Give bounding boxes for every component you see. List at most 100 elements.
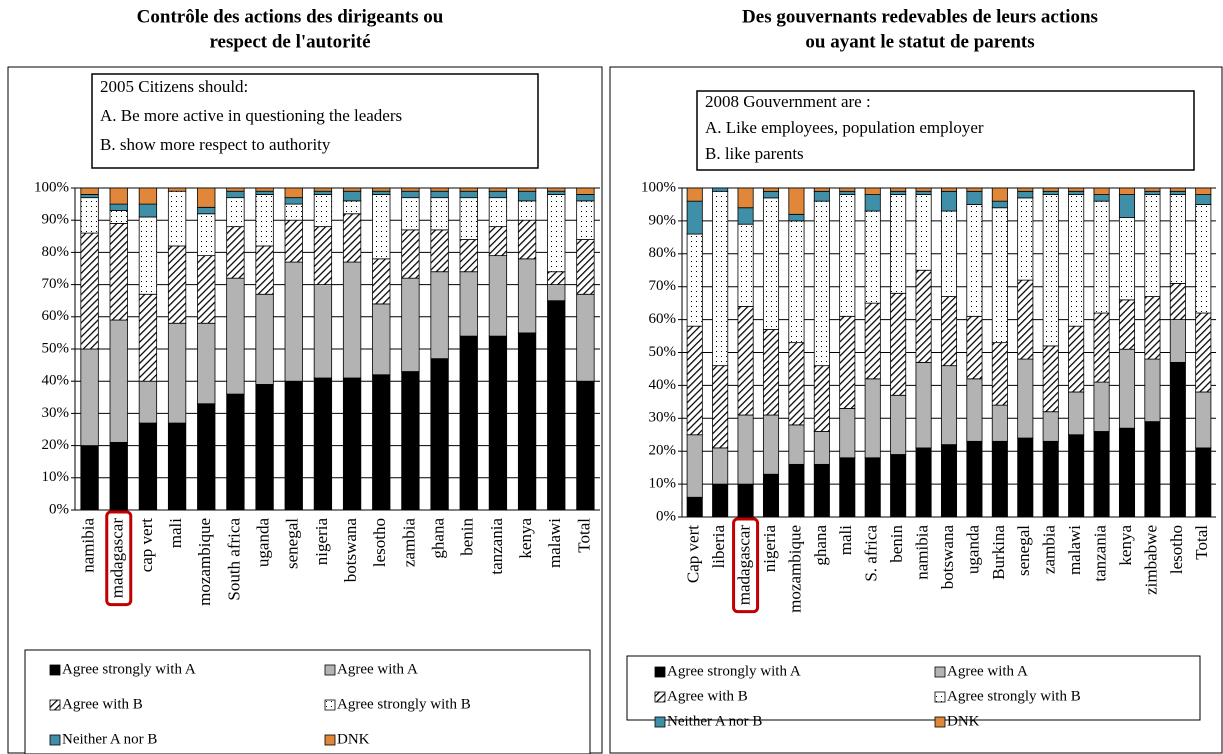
legend-label: DNK: [337, 731, 370, 747]
bar-segment: [1144, 296, 1161, 360]
bar-segment: [576, 293, 595, 382]
legend-swatch: [49, 699, 61, 711]
bar-segment: [459, 335, 478, 511]
y-tick-label: 30%: [649, 410, 677, 426]
bar-segment: [342, 213, 362, 263]
annotation-box: [91, 73, 539, 169]
bar-segment: [940, 210, 958, 297]
bar-segment: [1017, 279, 1034, 360]
bar-segment: [138, 380, 158, 424]
bar-segment: [1068, 190, 1085, 195]
bar-segment: [1093, 187, 1110, 195]
bar-segment: [1195, 194, 1212, 205]
x-tick-label: kenya: [516, 518, 535, 559]
bar-segment: [401, 229, 420, 279]
bar-segment: [686, 233, 703, 327]
bar-segment: [488, 197, 508, 228]
bar-segment: [1042, 440, 1059, 518]
bar-segment: [430, 187, 449, 192]
bar-segment: [342, 187, 362, 192]
legend-swatch: [324, 664, 336, 676]
bar-segment: [737, 223, 754, 307]
bar-segment: [839, 190, 856, 195]
bar-segment: [284, 219, 303, 263]
bar-segment: [226, 393, 245, 511]
bar-segment: [712, 190, 729, 367]
bar-segment: [459, 187, 478, 192]
bar-segment: [226, 277, 245, 395]
x-tick-label: lesotho: [370, 518, 389, 567]
bar-segment: [459, 190, 478, 199]
bar-segment: [839, 187, 856, 192]
bar-segment: [1195, 204, 1212, 314]
bar-segment: [737, 187, 754, 209]
bar-segment: [686, 496, 703, 518]
bar-segment: [547, 190, 566, 195]
bar-segment: [138, 203, 158, 218]
bar-segment: [1169, 194, 1186, 284]
bar-segment: [864, 210, 881, 304]
bar-segment: [430, 197, 449, 231]
legend-swatch: [654, 666, 666, 678]
bar-segment: [313, 190, 333, 195]
bar-segment: [342, 261, 362, 379]
bar-segment: [864, 302, 881, 380]
bar-segment: [890, 190, 907, 195]
y-tick-label: 40%: [649, 377, 677, 393]
bar-segment: [342, 200, 362, 215]
highlight-box: [732, 517, 760, 614]
bar-segment: [890, 187, 907, 192]
bar-segment: [864, 187, 881, 195]
bar-segment: [1144, 190, 1161, 195]
chart-title: Contrôle des actions des dirigeants ou: [137, 6, 444, 27]
bar-segment: [401, 277, 420, 372]
bar-segment: [576, 200, 595, 240]
bar-segment: [1068, 194, 1085, 327]
chart-frame: [609, 66, 1223, 754]
bar-segment: [1068, 187, 1085, 192]
bar-segment: [839, 194, 856, 317]
bar-segment: [547, 271, 566, 286]
y-tick-label: 70%: [42, 276, 70, 292]
bar-segment: [915, 187, 932, 192]
legend-swatch: [654, 716, 666, 728]
bar-segment: [966, 315, 983, 380]
annotation-text: A. Be more active in questioning the lea…: [100, 106, 402, 125]
legend-box: [626, 655, 1201, 721]
x-tick-label: Burkina: [989, 525, 1008, 580]
bar-segment: [1093, 381, 1110, 432]
bar-segment: [255, 384, 274, 511]
bar-segment: [488, 255, 508, 337]
x-tick-label: S. africa: [862, 525, 881, 582]
y-tick-label: 50%: [42, 340, 70, 356]
annotation-text: 2005 Citizens should:: [100, 77, 248, 96]
bar-segment: [167, 322, 187, 424]
bar-segment: [1195, 187, 1212, 195]
bar-segment: [1068, 391, 1085, 436]
x-tick-label: nigeria: [312, 518, 331, 566]
y-tick-label: 90%: [42, 212, 70, 228]
bar-segment: [313, 226, 333, 285]
bar-segment: [991, 200, 1008, 209]
x-tick-label: namibia: [78, 518, 97, 573]
legend-label: Neither A nor B: [62, 731, 157, 747]
bar-segment: [712, 187, 729, 192]
bar-segment: [372, 258, 391, 305]
y-tick-label: 10%: [649, 476, 677, 492]
bar-segment: [737, 207, 754, 225]
bar-segment: [1144, 358, 1161, 422]
highlight-box: [105, 510, 133, 607]
legend-label: Agree strongly with A: [62, 661, 196, 677]
bar-segment: [762, 187, 780, 192]
x-tick-label: senegal: [1014, 525, 1033, 576]
bar-segment: [788, 424, 805, 465]
x-tick-label: madagascar: [108, 518, 127, 599]
bar-segment: [1169, 283, 1186, 321]
bar-segment: [197, 206, 216, 215]
bar-segment: [1118, 187, 1136, 195]
bar-segment: [712, 365, 729, 449]
bar-segment: [459, 197, 478, 240]
bar-segment: [864, 378, 881, 459]
x-tick-label: uganda: [963, 525, 982, 575]
bar-segment: [372, 190, 391, 195]
